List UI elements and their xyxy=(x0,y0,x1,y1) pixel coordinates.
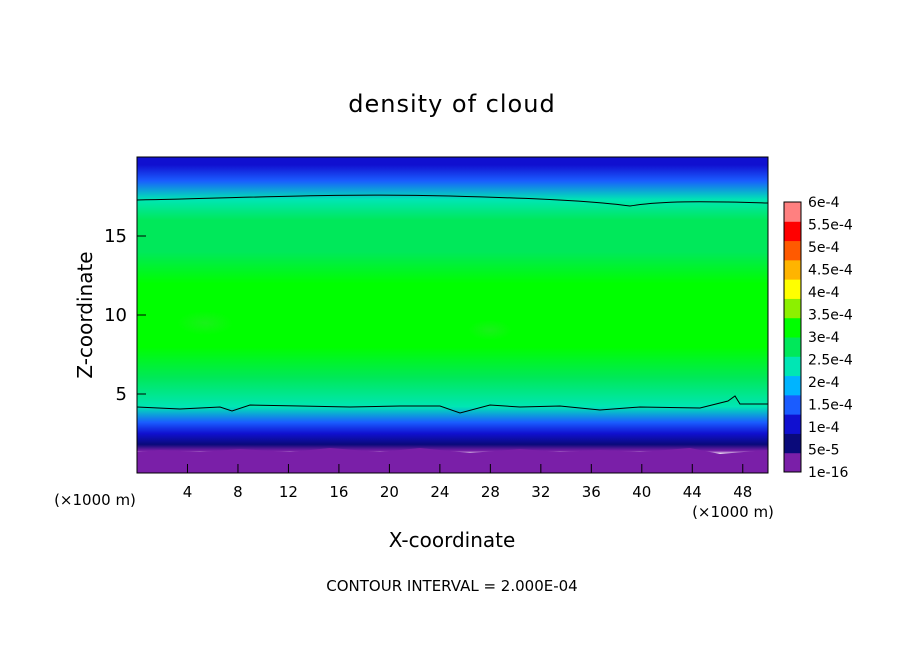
colorbar-label: 2.5e-4 xyxy=(808,353,853,369)
x-tick-label: 44 xyxy=(683,483,702,501)
x-tick-label: 16 xyxy=(329,483,348,501)
ground-band xyxy=(137,448,768,473)
x-tick-label: 28 xyxy=(481,483,500,501)
colorbar: 1e-16 5e-5 1e-4 1.5e-4 2e-4 2.5e-4 3e-4 3.5e-4 4… xyxy=(783,195,853,481)
x-tick-label: 20 xyxy=(380,483,399,501)
contour-interval-note: CONTOUR INTERVAL = 2.000E-04 xyxy=(326,577,577,595)
colorbar-swatch xyxy=(784,317,801,338)
colorbar-swatch xyxy=(784,452,801,473)
x-tick-label: 36 xyxy=(582,483,601,501)
colorbar-swatch xyxy=(784,259,801,280)
colorbar-label: 5e-4 xyxy=(808,240,840,256)
colorbar-label: 5e-5 xyxy=(808,443,839,459)
x-unit-left: (×1000 m) xyxy=(54,491,136,509)
colorbar-swatch xyxy=(784,414,801,434)
x-axis-label: X-coordinate xyxy=(389,528,516,552)
x-tick-label: 12 xyxy=(279,483,298,501)
colorbar-frame xyxy=(783,201,802,473)
colorbar-label: 4.5e-4 xyxy=(808,263,853,279)
y-tick-label: 10 xyxy=(104,305,127,326)
colorbar-swatch xyxy=(784,298,801,319)
chart-title: density of cloud xyxy=(348,90,555,118)
density-bulge xyxy=(177,311,233,335)
colorbar-label: 6e-4 xyxy=(808,195,840,211)
contour-lower xyxy=(137,395,768,414)
colorbar-label: 3e-4 xyxy=(808,330,840,346)
colorbar-swatch xyxy=(784,356,801,377)
colorbar-label: 2e-4 xyxy=(808,375,840,391)
x-tick-label: 32 xyxy=(531,483,550,501)
x-tick-label: 8 xyxy=(233,483,243,501)
colorbar-label: 5.5e-4 xyxy=(808,218,853,234)
x-axis: 4 8 12 16 20 24 28 32 36 40 44 48 xyxy=(183,464,752,501)
x-unit-right: (×1000 m) xyxy=(692,503,774,521)
colorbar-swatch xyxy=(784,279,801,299)
density-field xyxy=(137,157,768,473)
x-tick-label: 48 xyxy=(733,483,752,501)
y-axis-label: Z-coordinate xyxy=(73,251,97,378)
colorbar-label: 1.5e-4 xyxy=(808,398,853,414)
colorbar-swatch xyxy=(784,375,801,396)
x-tick-label: 24 xyxy=(430,483,449,501)
colorbar-swatch xyxy=(784,394,801,415)
contour-upper xyxy=(137,194,768,207)
colorbar-swatch xyxy=(784,433,801,454)
colorbar-label: 1e-16 xyxy=(808,465,848,481)
y-tick-label: 5 xyxy=(116,384,127,405)
colorbar-swatch xyxy=(784,240,801,261)
y-axis: 5 10 15 xyxy=(104,226,146,405)
y-tick-label: 15 xyxy=(104,226,127,247)
colorbar-label: 4e-4 xyxy=(808,285,840,301)
colorbar-label: 1e-4 xyxy=(808,420,840,436)
colorbar-swatch xyxy=(784,337,801,357)
colorbar-label: 3.5e-4 xyxy=(808,308,853,324)
x-tick-label: 4 xyxy=(183,483,193,501)
plot-area xyxy=(137,157,768,473)
colorbar-swatch xyxy=(784,221,801,242)
colorbar-swatch xyxy=(784,202,801,222)
x-tick-label: 40 xyxy=(632,483,651,501)
density-bulge xyxy=(468,320,512,340)
